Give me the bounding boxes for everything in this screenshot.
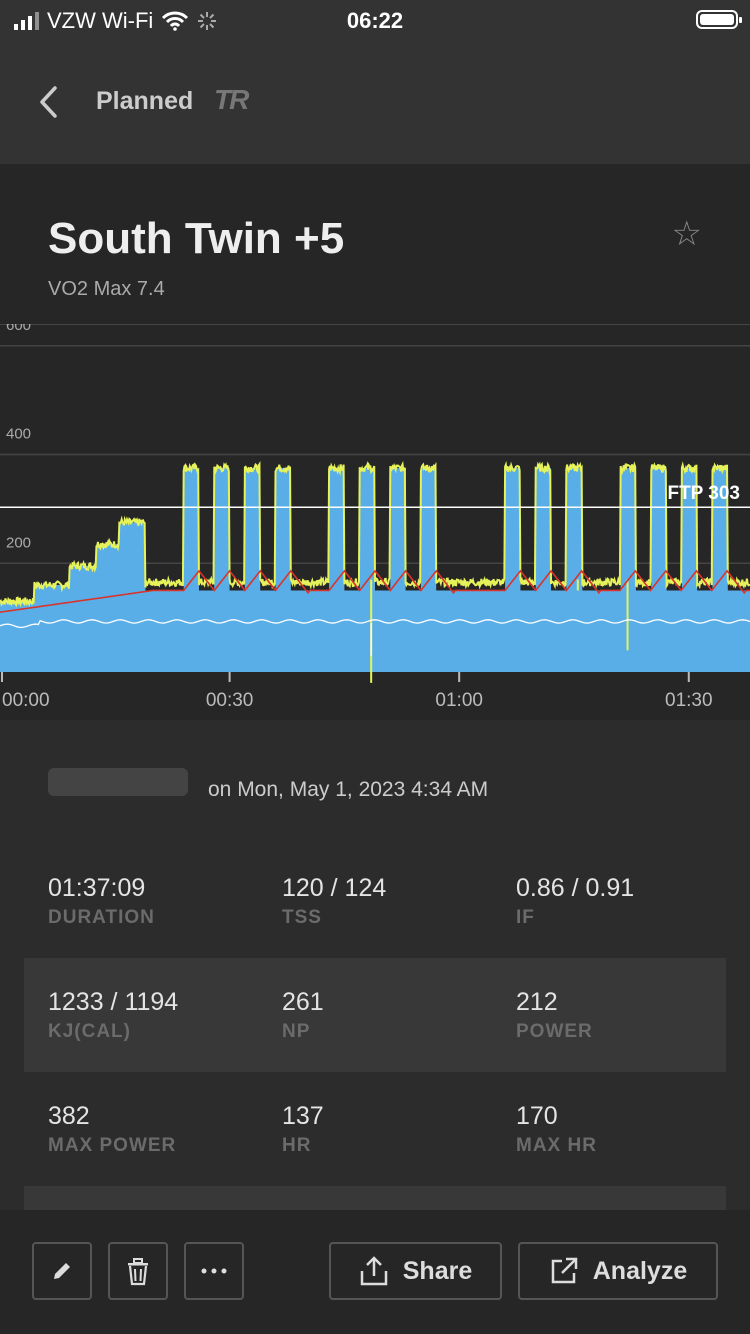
actual-power-line [0, 460, 750, 608]
status-bar: VZW Wi-Fi 06:22 [0, 0, 750, 40]
x-tick-label: 01:30 [665, 690, 713, 711]
stat-power: 212 POWER [516, 988, 593, 1043]
stat-label: MAX POWER [48, 1135, 177, 1156]
stat-value: 170 [516, 1102, 558, 1130]
stat-value: 137 [282, 1102, 324, 1130]
stat-label: POWER [516, 1021, 593, 1042]
workout-title: South Twin +5 [48, 214, 345, 263]
user-name-placeholder [48, 768, 188, 796]
stat-np: 261 NP [282, 988, 324, 1043]
stat-label: DURATION [48, 907, 155, 928]
stat-label: IF [516, 907, 535, 928]
analyze-button[interactable]: Analyze [518, 1242, 718, 1300]
stats-row: 1233 / 1194 KJ(CAL) 261 NP 212 POWER [24, 958, 726, 1072]
power-chart: 600 400 200 FTP 303 00:00 00:30 01:00 01:30 [0, 324, 750, 711]
stat-value: 0.86 / 0.91 [516, 874, 635, 902]
stat-label: NP [282, 1021, 311, 1042]
y-tick-label: 600 [6, 324, 31, 334]
stat-value: 01:37:09 [48, 874, 146, 902]
stat-kj: 1233 / 1194 KJ(CAL) [48, 988, 178, 1043]
heart-rate-line [0, 569, 750, 613]
ftp-label: FTP 303 [667, 483, 740, 504]
ride-date: on Mon, May 1, 2023 4:34 AM [208, 778, 489, 801]
stat-label: KJ(CAL) [48, 1021, 131, 1042]
wifi-icon [162, 11, 189, 31]
stats-row [24, 1186, 726, 1210]
y-tick-label: 400 [6, 426, 31, 443]
clock: 06:22 [346, 8, 404, 33]
stat-value: 120 / 124 [282, 874, 387, 902]
more-button[interactable] [184, 1242, 244, 1300]
delete-button[interactable] [108, 1242, 168, 1300]
ride-details: on Mon, May 1, 2023 4:34 AM 01:37:09 DUR… [0, 720, 750, 1210]
stat-value: 382 [48, 1102, 90, 1130]
action-bar: Share Analyze [0, 1210, 750, 1334]
stat-max-power: 382 MAX POWER [48, 1102, 176, 1157]
more-dots-icon [201, 1268, 227, 1274]
trainerroad-logo: TR [214, 84, 249, 115]
stat-value: 261 [282, 988, 324, 1016]
stat-tss: 120 / 124 TSS [282, 874, 386, 929]
x-tick-label: 00:30 [206, 690, 254, 711]
workout-chart: 600 400 200 FTP 303 00:00 00:30 01:00 01:30 [0, 324, 750, 720]
cadence-line [0, 619, 750, 629]
stat-label: TSS [282, 907, 322, 928]
stats-row: 382 MAX POWER 137 HR 170 MAX HR [24, 1072, 726, 1186]
pencil-icon [54, 1263, 70, 1279]
nav-bar: Planned TR [0, 40, 750, 164]
signal-icon [14, 12, 39, 30]
stat-if: 0.86 / 0.91 IF [516, 874, 634, 929]
status-left: VZW Wi-Fi [14, 8, 217, 34]
stat-max-hr: 170 MAX HR [516, 1102, 597, 1157]
stat-value: 1233 / 1194 [48, 988, 179, 1016]
back-button-label[interactable]: Planned [96, 87, 194, 115]
stat-duration: 01:37:09 DURATION [48, 874, 155, 929]
stat-hr: 137 HR [282, 1102, 324, 1157]
stat-label: HR [282, 1135, 312, 1156]
share-button[interactable]: Share [329, 1242, 502, 1300]
workout-subtitle: VO2 Max 7.4 [48, 278, 165, 300]
trash-icon [128, 1258, 148, 1286]
external-link-icon [551, 1257, 577, 1284]
battery-icon [696, 10, 742, 29]
analyze-label: Analyze [592, 1256, 688, 1285]
back-chevron-icon[interactable] [30, 82, 70, 122]
activity-spinner-icon [198, 12, 217, 30]
y-tick-label: 200 [6, 534, 31, 551]
stats-row: 01:37:09 DURATION 120 / 124 TSS 0.86 / 0… [24, 844, 726, 958]
x-tick-label: 00:00 [2, 690, 50, 711]
stat-value: 212 [516, 988, 558, 1016]
share-label: Share [402, 1256, 473, 1285]
workout-header: South Twin +5 VO2 Max 7.4 ☆ [0, 164, 750, 324]
carrier-label: VZW Wi-Fi [47, 8, 154, 33]
x-tick-label: 01:00 [435, 690, 483, 711]
edit-button[interactable] [32, 1242, 92, 1300]
stat-label: MAX HR [516, 1135, 597, 1156]
share-icon [360, 1256, 387, 1286]
star-icon[interactable]: ☆ [671, 215, 702, 253]
